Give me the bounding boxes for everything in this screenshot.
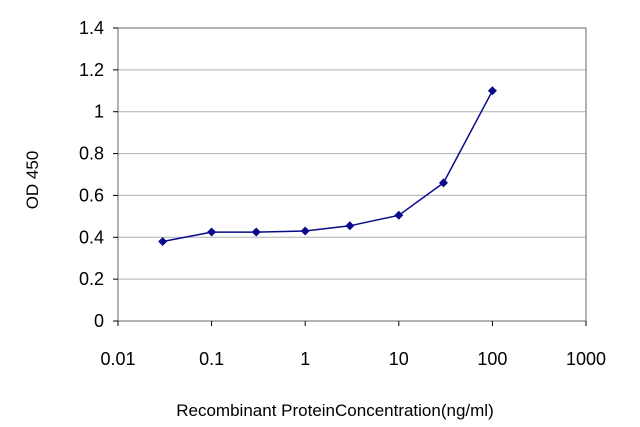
data-point-marker — [438, 178, 448, 188]
data-point-marker — [251, 227, 261, 237]
y-axis-title: OD 450 — [23, 151, 42, 210]
data-point-marker — [394, 210, 404, 220]
x-tick-label: 100 — [477, 349, 507, 369]
x-tick-label: 10 — [389, 349, 409, 369]
y-tick-label: 0.6 — [79, 185, 104, 205]
tick-labels: 0 0.2 0.4 0.6 0.8 1 1.2 1.4 0.01 0.1 1 10 100 1000 — [79, 18, 606, 369]
y-tick-label: 0.2 — [79, 269, 104, 289]
series-group — [158, 86, 497, 246]
data-point-marker — [300, 226, 310, 236]
y-tick-label: 0.8 — [79, 144, 104, 164]
gridlines — [118, 69, 586, 280]
y-tick-label: 1 — [94, 102, 104, 122]
data-point-marker — [345, 221, 355, 231]
y-tick-label: 1.2 — [79, 60, 104, 80]
y-tick-label: 0.4 — [79, 227, 104, 247]
series-line — [162, 90, 494, 243]
data-point-marker — [158, 236, 168, 246]
data-point-marker — [207, 227, 217, 237]
x-tick-label: 0.01 — [100, 349, 135, 369]
y-tick-label: 1.4 — [79, 18, 104, 38]
y-tick-label: 0 — [94, 311, 104, 331]
x-tick-label: 0.1 — [199, 349, 224, 369]
axis-ticks — [113, 27, 587, 326]
x-tick-label: 1000 — [566, 349, 606, 369]
data-point-marker — [487, 86, 497, 96]
plot-area-border — [117, 27, 587, 322]
x-tick-label: 1 — [300, 349, 310, 369]
x-axis-title: Recombinant ProteinConcentration(ng/ml) — [176, 401, 494, 420]
